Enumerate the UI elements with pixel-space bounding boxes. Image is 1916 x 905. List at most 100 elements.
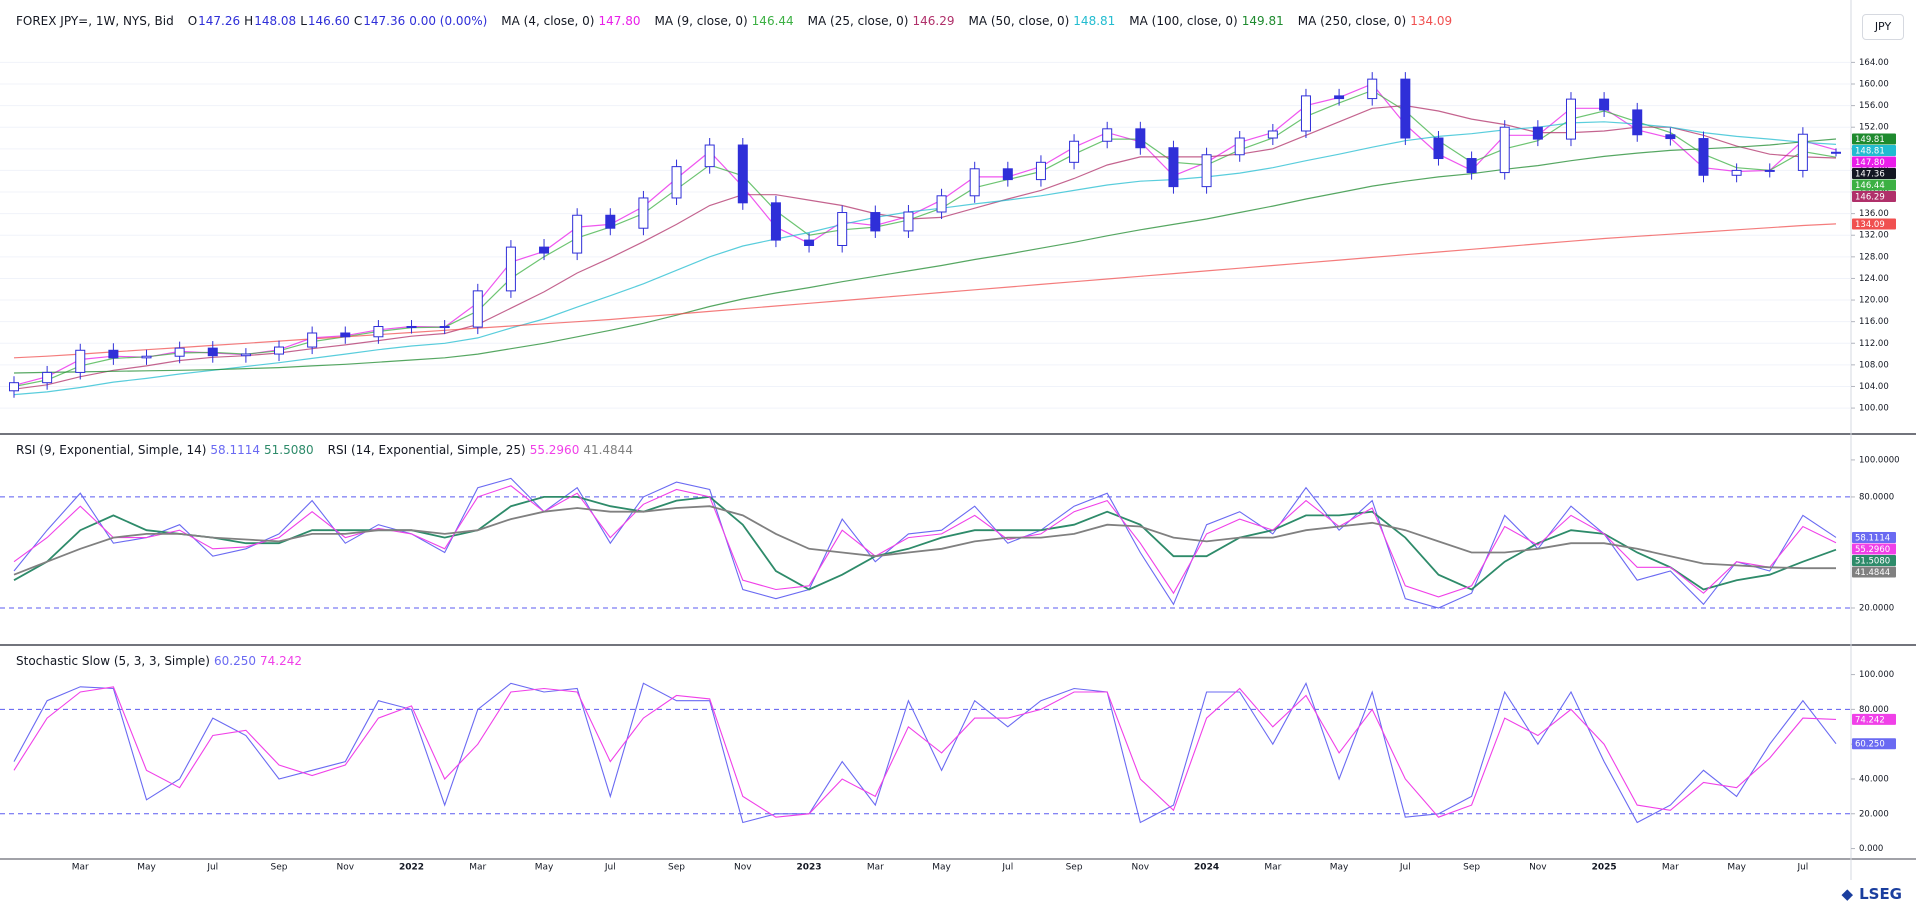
price-tag-label: 147.36 bbox=[1855, 170, 1885, 180]
candle-body bbox=[1797, 133, 1808, 171]
y-tick-label: 80.000 bbox=[1859, 705, 1889, 715]
ma-value: 146.44 bbox=[751, 14, 794, 28]
price-tag bbox=[1852, 713, 1896, 725]
x-tick-label: Jul bbox=[206, 863, 218, 873]
candle-body bbox=[969, 168, 980, 197]
ohlc-value: 148.08 bbox=[254, 14, 297, 28]
candle-body bbox=[340, 332, 351, 338]
symbol-title: FOREX JPY=, 1W, NYS, Bid bbox=[16, 14, 174, 28]
candle-body bbox=[870, 212, 881, 232]
price-tag bbox=[1852, 738, 1896, 750]
x-tick-label: May bbox=[535, 863, 554, 873]
candle-body bbox=[207, 347, 218, 357]
x-tick-label: Nov bbox=[734, 863, 752, 873]
indicator-value: 51.5080 bbox=[264, 443, 314, 457]
ma-value: 149.81 bbox=[1241, 14, 1284, 28]
ohlc-value: 147.26 bbox=[198, 14, 241, 28]
indicator-line bbox=[13, 505, 1836, 576]
price-tag-label: 148.81 bbox=[1855, 147, 1885, 157]
y-tick-label: 104.00 bbox=[1859, 382, 1889, 392]
x-tick-label: Nov bbox=[336, 863, 354, 873]
ma-value: 134.09 bbox=[1410, 14, 1453, 28]
x-tick-label: 2025 bbox=[1592, 863, 1617, 873]
price-tag bbox=[1852, 179, 1896, 191]
y-tick-label: 100.00 bbox=[1859, 404, 1889, 414]
candle-body bbox=[108, 349, 119, 359]
x-tick-label: Nov bbox=[1529, 863, 1547, 873]
ma-value: 146.29 bbox=[912, 14, 955, 28]
logo-icon: ◆ bbox=[1841, 885, 1854, 903]
y-tick-label: 156.00 bbox=[1859, 101, 1889, 111]
y-tick-label: 108.00 bbox=[1859, 360, 1889, 370]
candle-body bbox=[1466, 158, 1477, 174]
candle-body bbox=[1234, 137, 1245, 156]
price-tag-label: 60.250 bbox=[1855, 740, 1885, 750]
candle-body bbox=[1665, 134, 1676, 140]
price-tag-label: 146.44 bbox=[1855, 181, 1885, 191]
price-tag bbox=[1852, 218, 1896, 230]
ohlc-value: 146.60 bbox=[307, 14, 350, 28]
candle-body bbox=[1433, 137, 1444, 160]
indicator-line bbox=[13, 485, 1837, 598]
candle-body bbox=[274, 346, 285, 355]
x-tick-label: 2023 bbox=[797, 863, 822, 873]
candle-body bbox=[1201, 154, 1212, 188]
candle-body bbox=[9, 382, 19, 392]
candle-body bbox=[704, 144, 715, 168]
ohlc-label: H bbox=[244, 14, 254, 28]
indicator-line bbox=[13, 686, 1837, 818]
candle-body bbox=[1300, 95, 1311, 132]
x-tick-label: May bbox=[1330, 863, 1349, 873]
x-tick-label: Sep bbox=[1066, 863, 1083, 873]
x-tick-label: Sep bbox=[668, 863, 685, 873]
price-tag-label: 41.4844 bbox=[1855, 568, 1890, 578]
candle-body bbox=[1731, 169, 1742, 176]
ohlc-label: L bbox=[300, 14, 307, 28]
x-tick-label: Mar bbox=[867, 863, 884, 873]
x-tick-label: Mar bbox=[469, 863, 486, 873]
y-tick-label: 160.00 bbox=[1859, 79, 1889, 89]
x-tick-label: Sep bbox=[271, 863, 288, 873]
y-tick-label: 0.000 bbox=[1859, 844, 1883, 854]
y-tick-label: 132.00 bbox=[1859, 231, 1889, 241]
price-tag bbox=[1852, 566, 1896, 578]
price-tag-label: 74.242 bbox=[1855, 715, 1885, 725]
price-tag-label: 55.2960 bbox=[1855, 545, 1890, 555]
ma-name: MA (50, close, 0) bbox=[968, 14, 1070, 28]
candle-body bbox=[1367, 78, 1378, 100]
indicator-line bbox=[13, 681, 1837, 824]
axis-unit[interactable]: JPY bbox=[1862, 14, 1904, 40]
candle-body bbox=[439, 326, 450, 329]
candle-body bbox=[1135, 128, 1146, 149]
candle-body bbox=[472, 290, 483, 328]
ma-line bbox=[13, 121, 1837, 396]
ma-line bbox=[13, 104, 1837, 390]
ma-name: MA (9, close, 0) bbox=[654, 14, 748, 28]
y-tick-label: 136.00 bbox=[1859, 209, 1889, 219]
logo-text: LSEG bbox=[1859, 885, 1902, 903]
x-tick-label: Jul bbox=[604, 863, 616, 873]
indicator-value: 74.242 bbox=[259, 654, 302, 668]
price-tag bbox=[1852, 168, 1896, 180]
indicator-name: RSI (9, Exponential, Simple, 14) bbox=[16, 443, 207, 457]
x-tick-label: Jul bbox=[1399, 863, 1411, 873]
ohlc-label: C bbox=[353, 14, 363, 28]
x-tick-label: Mar bbox=[1264, 863, 1281, 873]
candle-body bbox=[1069, 140, 1080, 163]
price-tag bbox=[1852, 543, 1896, 555]
x-tick-label: Jul bbox=[1796, 863, 1808, 873]
rsi-legend: RSI (9, Exponential, Simple, 14) 58.1114 5… bbox=[16, 443, 647, 457]
y-tick-label: 124.00 bbox=[1859, 274, 1889, 284]
price-tag bbox=[1852, 145, 1896, 157]
y-tick-label: 164.00 bbox=[1859, 58, 1889, 68]
candle-body bbox=[1267, 130, 1278, 139]
candle-body bbox=[174, 347, 185, 357]
ma-line bbox=[13, 138, 1837, 374]
candle-body bbox=[737, 144, 748, 204]
x-tick-label: May bbox=[1727, 863, 1746, 873]
price-tag bbox=[1852, 554, 1896, 566]
candle-body bbox=[837, 212, 848, 246]
price-tag-label: 146.29 bbox=[1855, 193, 1885, 203]
indicator-value: 41.4844 bbox=[583, 443, 633, 457]
